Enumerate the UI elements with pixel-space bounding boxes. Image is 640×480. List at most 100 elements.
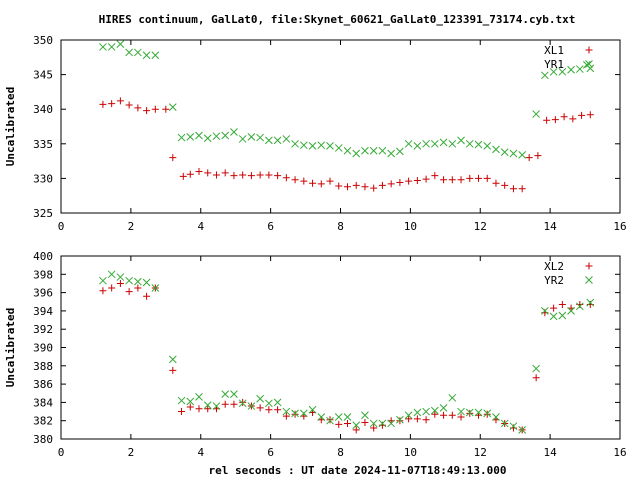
data-point-cross: [413, 142, 422, 150]
data-point-cross: [483, 409, 492, 418]
x-tick-label: 2: [128, 446, 135, 459]
data-point-plus: [448, 411, 456, 419]
x-tick-label: 2: [128, 220, 135, 233]
data-point-plus: [413, 415, 421, 423]
y-tick-label: 386: [33, 378, 53, 391]
data-point-cross: [212, 402, 221, 410]
data-point-plus: [431, 410, 439, 418]
data-point-cross: [186, 133, 195, 141]
data-point-cross: [404, 139, 413, 148]
series-xl2: [99, 279, 594, 434]
data-point-cross: [107, 43, 116, 51]
data-point-cross: [567, 307, 575, 315]
data-point-plus: [239, 398, 247, 406]
legend-marker: [585, 276, 593, 284]
data-point-plus: [457, 413, 465, 421]
data-point-plus: [274, 406, 282, 414]
y-tick-label: 330: [33, 172, 53, 185]
data-point-plus: [256, 404, 264, 412]
x-axis-label: rel seconds : UT date 2024-11-07T18:49:1…: [208, 464, 506, 477]
data-point-plus: [291, 176, 299, 184]
data-point-plus: [422, 416, 430, 424]
data-point-plus: [448, 176, 456, 184]
data-point-cross: [299, 409, 308, 418]
data-point-plus: [221, 169, 229, 177]
data-point-cross: [483, 142, 492, 150]
legend-label: YR1: [544, 58, 564, 71]
data-point-cross: [142, 278, 151, 287]
data-point-cross: [509, 149, 518, 158]
data-point-plus: [413, 176, 421, 184]
data-point-plus: [169, 154, 177, 162]
data-point-cross: [492, 413, 500, 421]
data-point-cross: [273, 136, 282, 145]
data-point-cross: [586, 64, 595, 73]
data-point-plus: [518, 185, 526, 193]
data-point-cross: [378, 146, 387, 155]
data-point-cross: [265, 399, 273, 408]
data-point-cross: [396, 415, 404, 424]
data-point-plus: [396, 417, 404, 425]
data-point-plus: [361, 419, 369, 427]
data-point-plus: [116, 97, 124, 105]
data-point-plus: [125, 101, 133, 109]
data-point-cross: [422, 139, 430, 148]
x-tick-label: 10: [404, 446, 417, 459]
y-tick-label: 345: [33, 69, 53, 82]
data-point-cross: [575, 302, 584, 311]
data-point-plus: [247, 172, 255, 180]
data-point-plus: [405, 415, 413, 423]
data-point-cross: [221, 390, 230, 399]
data-point-cross: [186, 397, 195, 406]
data-point-cross: [430, 406, 439, 415]
data-point-plus: [431, 172, 439, 180]
data-point-cross: [299, 141, 308, 150]
x-tick-label: 14: [544, 220, 558, 233]
x-tick-label: 6: [267, 220, 274, 233]
data-point-cross: [439, 404, 448, 412]
data-point-plus: [282, 174, 290, 182]
data-point-plus: [335, 420, 343, 428]
data-point-plus: [317, 180, 325, 188]
legend-label: YR2: [544, 274, 564, 287]
data-point-cross: [230, 128, 238, 136]
chart-title: HIRES continuum, GalLat0, file:Skynet_60…: [99, 13, 576, 26]
data-point-plus: [440, 411, 448, 419]
data-point-plus: [151, 105, 159, 113]
plot-frame: [60, 39, 621, 214]
data-point-plus: [370, 184, 378, 192]
data-point-plus: [230, 172, 238, 180]
data-point-cross: [575, 65, 584, 73]
data-point-plus: [108, 284, 116, 292]
y-tick-label: 350: [33, 34, 53, 47]
data-point-plus: [291, 410, 299, 418]
series-yr1: [99, 40, 595, 159]
data-point-cross: [168, 355, 177, 364]
data-point-plus: [483, 174, 491, 182]
data-point-cross: [430, 139, 439, 148]
data-point-plus: [309, 179, 317, 187]
data-point-cross: [238, 399, 247, 408]
y-tick-label: 340: [33, 103, 53, 116]
data-point-cross: [439, 138, 448, 147]
data-point-cross: [343, 413, 352, 421]
data-point-cross: [343, 146, 352, 155]
data-point-plus: [179, 172, 187, 180]
data-point-plus: [387, 180, 395, 188]
data-point-cross: [317, 413, 326, 421]
data-point-plus: [492, 179, 500, 187]
data-point-cross: [107, 270, 116, 279]
data-point-cross: [291, 139, 299, 148]
data-point-plus: [586, 111, 594, 119]
data-point-plus: [361, 183, 369, 191]
data-point-plus: [143, 107, 151, 115]
x-tick-label: 6: [267, 446, 274, 459]
data-point-plus: [282, 412, 290, 420]
data-point-plus: [99, 100, 107, 108]
data-point-plus: [343, 183, 351, 191]
data-point-cross: [125, 276, 133, 285]
data-point-cross: [422, 407, 430, 416]
data-point-cross: [308, 142, 317, 150]
y-tick-label: 392: [33, 323, 53, 336]
